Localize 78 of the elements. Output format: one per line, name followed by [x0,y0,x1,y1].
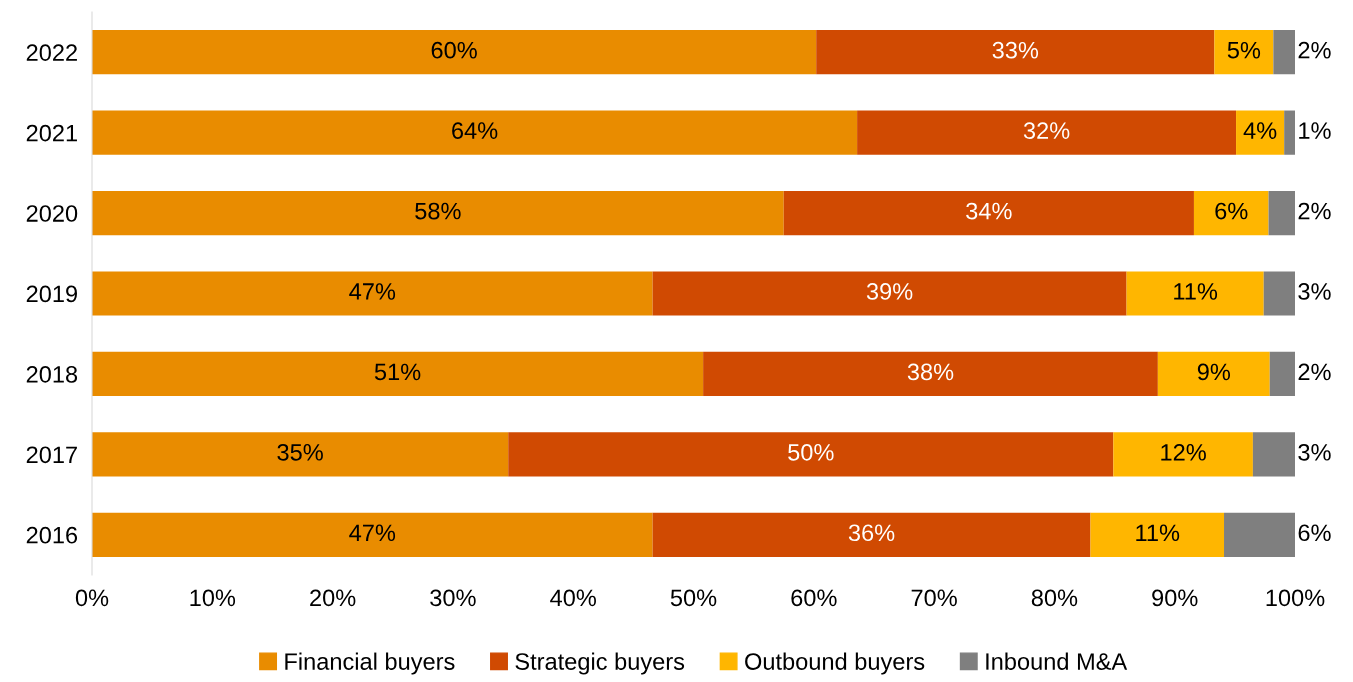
data-label: 36% [848,524,895,542]
legend-label: Outbound buyers [745,652,925,675]
data-label: 50% [788,443,834,461]
data-label: 1% [1299,122,1331,139]
data-label: 2% [1298,41,1331,59]
x-tick-label: 40% [550,589,596,607]
x-tick-label: 60% [791,589,837,607]
data-label: 2% [1298,202,1331,220]
bar [652,512,1091,557]
data-label: 11% [1136,524,1180,542]
data-label: 33% [992,41,1039,59]
x-tick-label: 80% [1031,589,1078,607]
data-label: 51% [374,363,421,381]
bar [92,110,858,155]
bar [857,110,1237,155]
bar [816,30,1215,75]
bar [92,30,817,75]
data-label: 3% [1298,283,1331,300]
data-label: 39% [866,283,913,300]
bar [783,190,1194,236]
bar [92,512,653,557]
data-label: 47% [349,283,396,300]
bar [652,271,1127,316]
bar [1113,432,1253,477]
data-label: 60% [431,41,477,59]
bar [1269,351,1295,397]
data-label: 58% [415,202,461,220]
y-tick-label: 2019 [26,285,77,303]
bar [1268,190,1295,236]
bar [92,432,509,477]
bar [92,190,784,236]
data-label: 11% [1174,283,1218,300]
x-tick-label: 70% [911,589,957,607]
x-tick-label: 20% [310,589,356,607]
bar [1236,110,1285,155]
bar [1273,30,1295,75]
data-label: 3% [1298,443,1331,461]
data-label: 2% [1298,363,1331,381]
x-tick-label: 90% [1152,589,1198,607]
bar [1214,30,1274,75]
bar [1126,271,1264,316]
legend-label: Inbound M&A [986,652,1128,670]
data-label: 6% [1215,202,1248,220]
data-label: 38% [907,363,954,381]
y-tick-label: 2018 [26,366,78,383]
bar [1224,512,1295,557]
data-label: 47% [349,524,396,542]
y-tick-label: 2020 [26,205,78,222]
data-label: 32% [1023,122,1070,139]
bar [1284,110,1295,155]
data-label: 35% [277,443,323,461]
bar [508,432,1114,477]
data-label: 34% [966,202,1012,220]
bar [92,351,704,397]
data-label: 64% [452,122,498,139]
bar [703,351,1158,397]
y-tick-label: 2022 [26,44,77,61]
data-label: 12% [1161,443,1206,461]
data-label: 6% [1298,524,1331,542]
bar [1157,351,1270,397]
bar [1090,512,1225,557]
bar [1263,271,1295,316]
y-tick-label: 2017 [26,446,77,464]
x-tick-label: 10% [190,589,236,607]
legend-label: Financial buyers [285,652,455,675]
x-tick-label: 100% [1266,589,1325,607]
legend-label: Strategic buyers [515,652,685,675]
data-label: 5% [1227,41,1261,59]
data-label: 4% [1243,122,1277,139]
y-tick-label: 2016 [26,526,78,544]
bar [1193,190,1269,236]
x-tick-label: 50% [670,589,717,607]
y-tick-label: 2021 [26,124,77,142]
bar [92,271,653,316]
x-tick-label: 0% [75,589,109,607]
x-tick-label: 30% [430,589,476,607]
bar [1252,432,1295,477]
data-label: 9% [1197,363,1231,381]
